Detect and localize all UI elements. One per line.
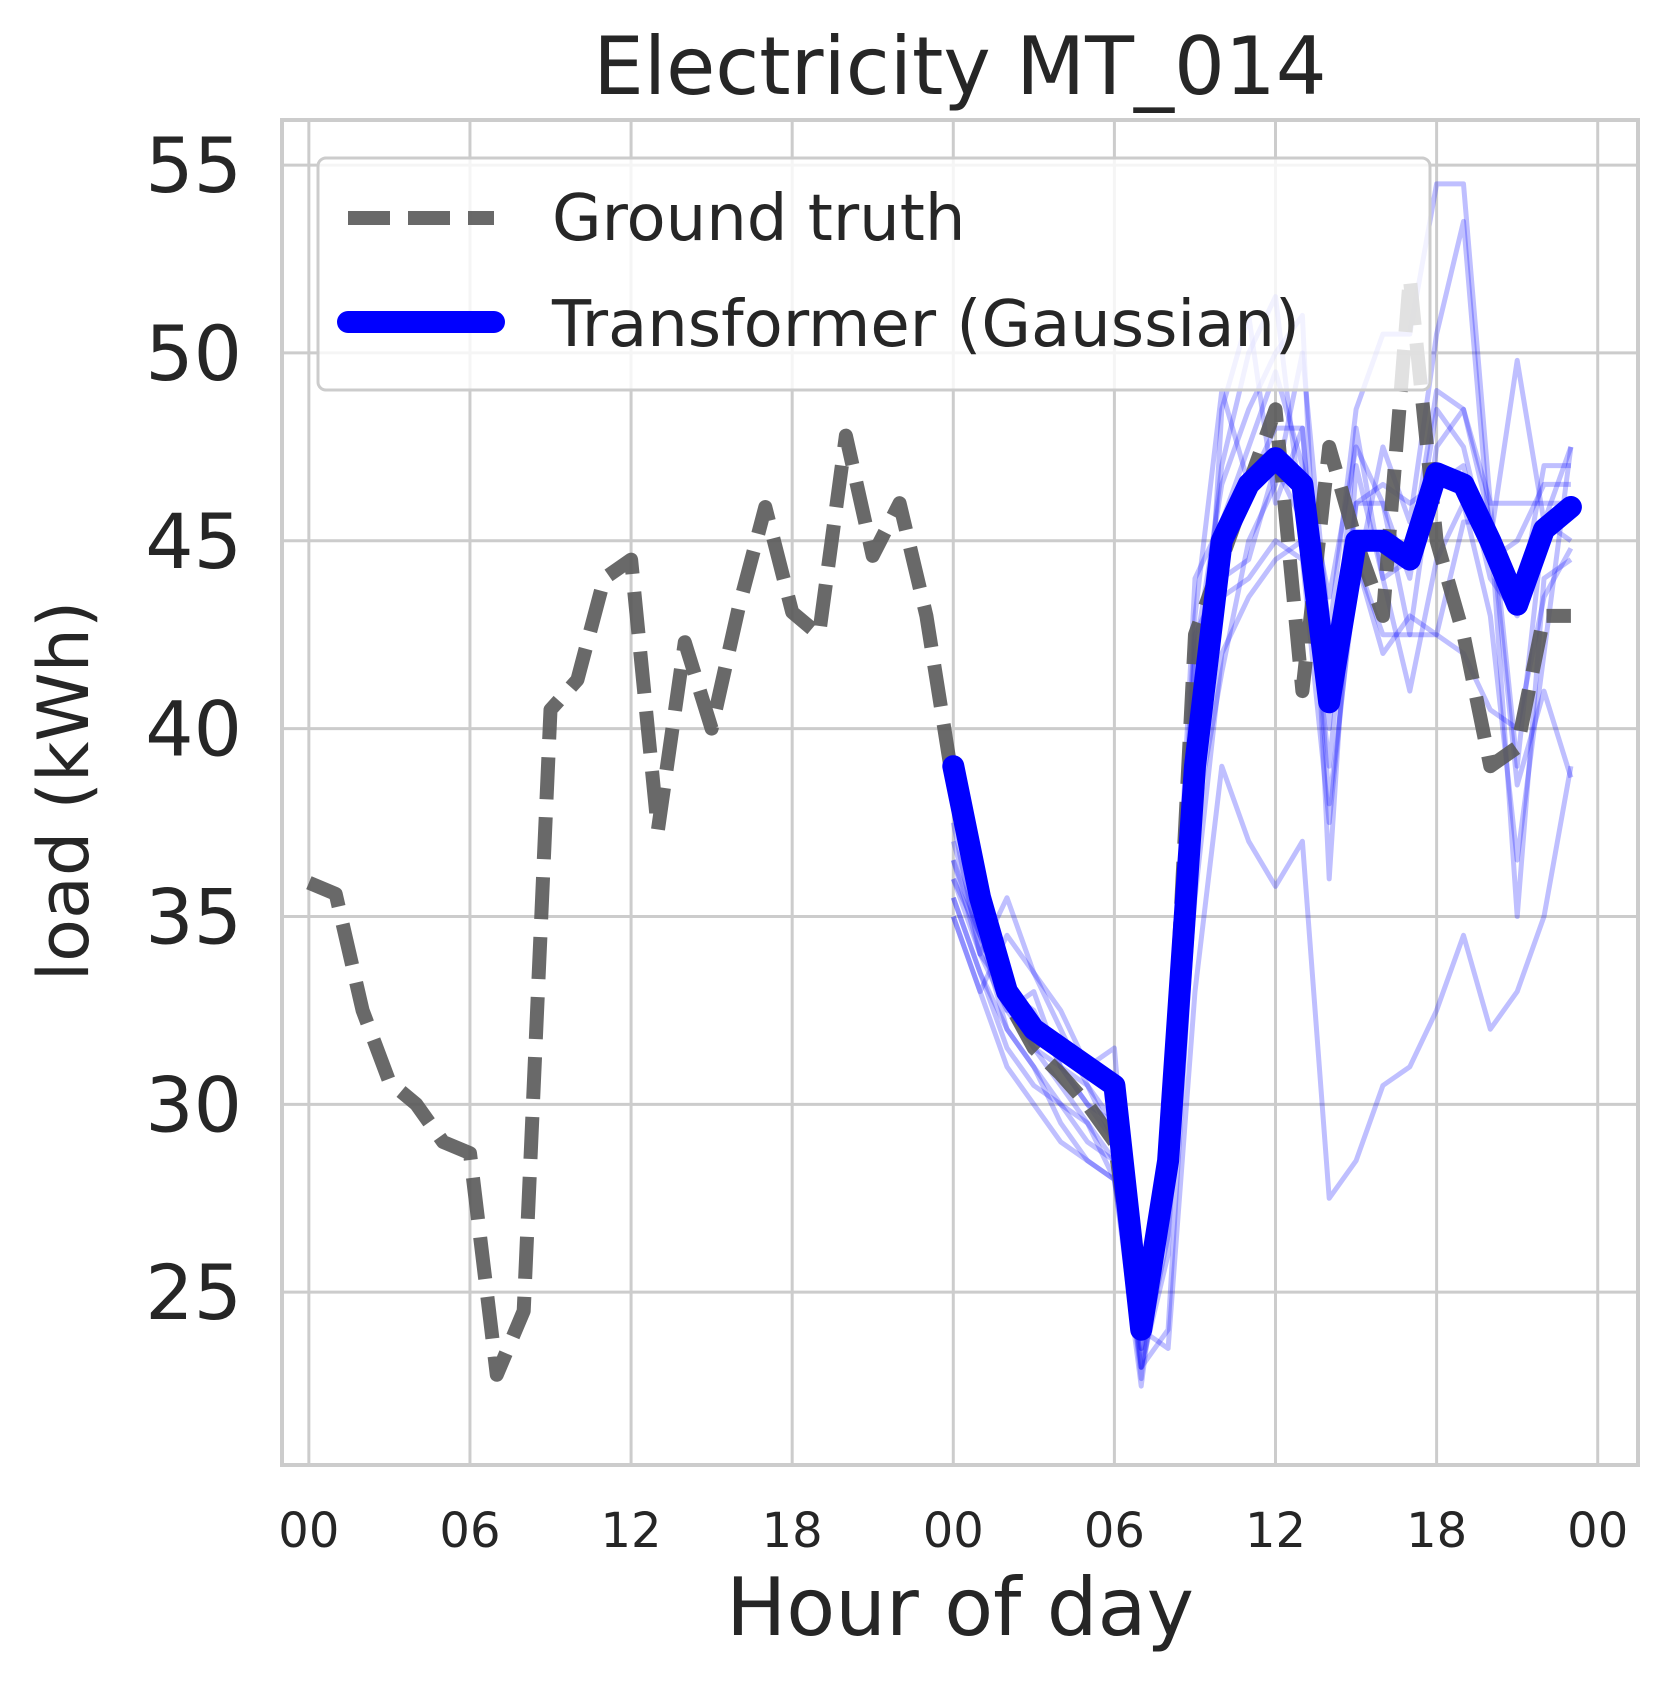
- x-tick-label: 18: [762, 1503, 823, 1559]
- y-tick-label: 40: [145, 685, 242, 774]
- y-axis-label: load (kWh): [23, 601, 105, 982]
- sample-path: [950, 763, 1574, 1351]
- plot-frame: [280, 118, 1640, 1467]
- y-tick-label: 30: [145, 1060, 242, 1149]
- legend-label-ground-truth: Ground truth: [552, 182, 965, 256]
- x-tick-label: 18: [1406, 1503, 1467, 1559]
- chart-title: Electricity MT_014: [593, 20, 1326, 113]
- series-lines: [306, 270, 1582, 1382]
- y-tick-label: 45: [145, 497, 242, 586]
- transformer-line: [942, 447, 1582, 1341]
- x-tick-label: 06: [439, 1503, 500, 1559]
- x-tick-label: 12: [1245, 1503, 1306, 1559]
- y-tick-label: 25: [145, 1248, 242, 1337]
- sample-path: [950, 181, 1573, 1314]
- x-tick-label: 06: [1084, 1503, 1145, 1559]
- x-axis-label: Hour of day: [726, 1561, 1194, 1654]
- y-tick-label: 50: [145, 309, 242, 398]
- y-tick-label: 35: [145, 872, 242, 961]
- x-tick-label: 00: [923, 1503, 984, 1559]
- legend: Ground truth Transformer (Gaussian): [316, 156, 1432, 392]
- x-tick-label: 12: [601, 1503, 662, 1559]
- sample-path: [951, 218, 1574, 1370]
- y-axis-ticks: 25 30 35 40 45 50 55: [145, 121, 242, 1337]
- x-axis-ticks: 00 06 12 18 00 06 12 18 00: [278, 1503, 1628, 1559]
- x-tick-label: 00: [1567, 1503, 1628, 1559]
- y-tick-label: 55: [145, 121, 242, 210]
- legend-box: [316, 156, 1432, 392]
- x-tick-label: 00: [278, 1503, 339, 1559]
- legend-label-transformer: Transformer (Gaussian): [551, 288, 1300, 362]
